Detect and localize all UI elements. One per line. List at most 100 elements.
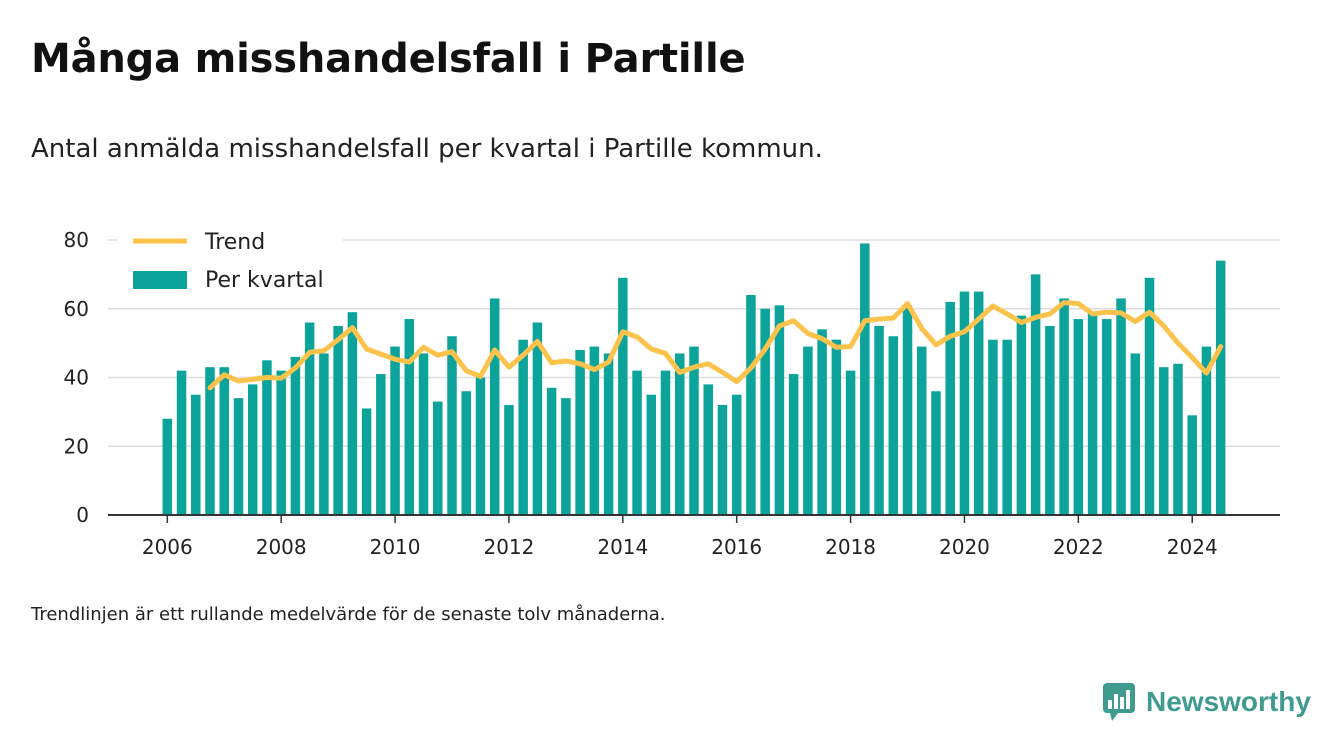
bar-2024-Q1 [1187, 415, 1197, 515]
newsworthy-logo-icon [1103, 683, 1135, 721]
bar-2006-Q1 [162, 418, 173, 515]
bar-2010-Q1 [390, 346, 400, 515]
bar-2009-Q1 [333, 325, 343, 515]
footnote: Trendlinjen är ett rullande medelvärde f… [31, 604, 666, 625]
bar-2021-Q3 [1045, 325, 1055, 515]
bar-2017-Q3 [817, 329, 827, 516]
x-tick-label-2016: 2016 [711, 535, 762, 559]
bar-2024-Q3 [1215, 260, 1226, 516]
x-tick-label-2010: 2010 [370, 535, 421, 559]
bar-2017-Q1 [788, 374, 799, 515]
bar-2011-Q4 [489, 298, 500, 515]
brand-logo: Newsworthy [1102, 682, 1311, 722]
bar-2023-Q4 [1173, 363, 1183, 515]
bar-2007-Q1 [219, 367, 229, 515]
chart-title: Många misshandelsfall i Partille [31, 36, 746, 82]
bar-series-per-kvartal [162, 243, 1226, 516]
bar-2021-Q1 [1016, 315, 1027, 516]
bar-2022-Q3 [1102, 319, 1112, 515]
legend-per-kvartal-label: Per kvartal [205, 268, 324, 293]
bar-2020-Q3 [988, 339, 998, 515]
bar-2011-Q2 [461, 391, 471, 515]
bar-2016-Q1 [731, 394, 742, 515]
trend-line [207, 300, 1224, 391]
bar-2014-Q2 [632, 370, 642, 516]
bar-2018-Q4 [888, 336, 899, 515]
x-tick-label-2018: 2018 [825, 535, 876, 559]
bar-2012-Q1 [504, 405, 514, 515]
x-tick-label-2012: 2012 [483, 535, 534, 559]
y-tick-label-40: 40 [64, 366, 89, 390]
bar-2008-Q3 [304, 322, 315, 515]
bar-2016-Q3 [760, 308, 770, 515]
legend-bar-swatch [133, 271, 187, 289]
y-tick-label-60: 60 [64, 297, 89, 321]
bar-2017-Q4 [831, 339, 842, 515]
bar-2013-Q2 [575, 350, 585, 515]
bar-2007-Q4 [262, 360, 272, 515]
bar-2016-Q4 [774, 305, 785, 515]
bar-2006-Q4 [205, 367, 215, 515]
bar-2012-Q2 [518, 339, 528, 515]
bar-2008-Q1 [276, 370, 286, 516]
bar-2023-Q1 [1130, 353, 1141, 515]
bar-2015-Q3 [703, 384, 713, 516]
bar-2012-Q4 [546, 387, 557, 515]
bar-2008-Q4 [319, 353, 329, 515]
x-axis-ticks: 2006 2008 2010 2012 2014 2016 2018 2020 2022 2024 [142, 515, 1218, 559]
chart-subtitle: Antal anmälda misshandelsfall per kvarta… [31, 134, 823, 164]
x-tick-label-2014: 2014 [597, 535, 648, 559]
bar-2012-Q3 [532, 322, 543, 515]
bar-2007-Q2 [233, 398, 244, 516]
bar-2022-Q2 [1087, 312, 1098, 515]
bar-2011-Q3 [475, 377, 486, 515]
bar-2021-Q2 [1030, 274, 1041, 516]
bar-2017-Q2 [803, 346, 813, 515]
x-tick-label-2008: 2008 [256, 535, 307, 559]
bar-2020-Q1 [959, 291, 970, 515]
bar-2022-Q4 [1116, 298, 1126, 515]
bar-2013-Q3 [589, 346, 600, 515]
bar-2023-Q3 [1159, 367, 1169, 515]
bar-2016-Q2 [746, 295, 756, 515]
bar-2015-Q2 [689, 346, 699, 515]
bar-2010-Q4 [433, 401, 443, 515]
bar-2006-Q2 [176, 370, 187, 516]
x-tick-label-2022: 2022 [1053, 535, 1104, 559]
x-tick-label-2024: 2024 [1167, 535, 1218, 559]
bar-2018-Q2 [860, 243, 870, 515]
bar-2022-Q1 [1073, 319, 1084, 515]
bar-2018-Q3 [874, 325, 884, 515]
bar-2010-Q3 [418, 353, 429, 515]
bar-2019-Q1 [902, 305, 913, 515]
bar-2009-Q4 [376, 374, 386, 515]
bar-2018-Q1 [845, 370, 856, 516]
bar-2006-Q3 [191, 394, 201, 515]
legend: Trend Per kvartal [118, 222, 343, 304]
y-tick-label-80: 80 [64, 228, 89, 252]
bar-2007-Q3 [247, 384, 258, 516]
bar-2008-Q2 [290, 356, 301, 516]
x-tick-label-2020: 2020 [939, 535, 990, 559]
bar-2021-Q4 [1059, 298, 1069, 515]
bar-2013-Q1 [561, 398, 571, 516]
bar-2023-Q2 [1144, 277, 1155, 515]
bar-2019-Q4 [945, 301, 955, 516]
x-tick-label-2006: 2006 [142, 535, 193, 559]
legend-trend-label: Trend [204, 230, 265, 255]
bar-2014-Q1 [618, 277, 628, 515]
bar-2010-Q2 [404, 319, 415, 515]
y-axis-ticks: 0 20 40 60 80 [64, 228, 89, 527]
bar-2015-Q4 [717, 405, 728, 515]
bar-2011-Q1 [447, 336, 457, 515]
brand-name: Newsworthy [1146, 686, 1311, 717]
bar-2014-Q4 [660, 370, 671, 516]
legend-background [118, 222, 343, 304]
bar-2009-Q2 [347, 312, 358, 515]
bar-2014-Q3 [646, 394, 657, 515]
bar-2020-Q2 [973, 291, 984, 515]
bar-2015-Q1 [675, 353, 685, 515]
bar-2019-Q3 [931, 391, 941, 515]
y-tick-label-20: 20 [64, 434, 89, 458]
